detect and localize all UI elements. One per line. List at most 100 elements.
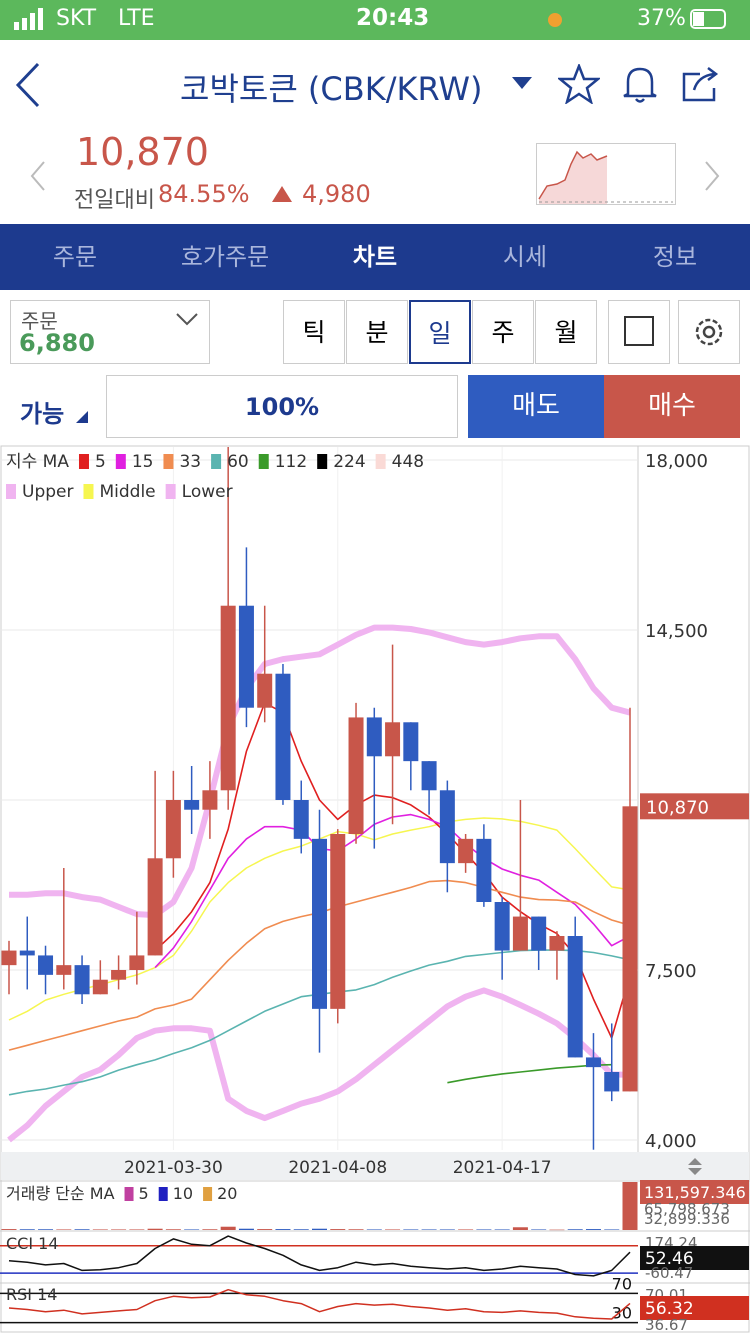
interval-button[interactable]: 월 bbox=[535, 300, 597, 364]
tab[interactable]: 정보 bbox=[652, 243, 698, 271]
legend-swatch bbox=[165, 484, 176, 499]
star-icon[interactable] bbox=[556, 62, 602, 108]
volume-bar bbox=[184, 1229, 200, 1230]
candle-body bbox=[585, 1057, 601, 1068]
volume-bar bbox=[257, 1229, 273, 1230]
candle-body bbox=[494, 902, 510, 951]
order-value: 6,880 bbox=[19, 329, 95, 357]
tab-active[interactable]: 차트 bbox=[352, 243, 398, 271]
change-rate: 84.55% bbox=[158, 180, 250, 208]
next-arrow[interactable] bbox=[702, 160, 722, 196]
signal-icon bbox=[14, 8, 48, 30]
volume-bar bbox=[74, 1229, 90, 1230]
back-button[interactable] bbox=[12, 60, 42, 121]
panel-title: CCI 14 bbox=[6, 1234, 59, 1253]
volume-bar bbox=[458, 1229, 474, 1230]
interval-button[interactable]: 주 bbox=[472, 300, 534, 364]
legend-title: 지수 MA bbox=[6, 452, 69, 472]
interval-button[interactable]: 틱 bbox=[283, 300, 345, 364]
candle-body bbox=[165, 800, 181, 859]
volume-bar bbox=[567, 1229, 583, 1230]
battery-icon bbox=[690, 9, 726, 29]
price-tag-label: 10,870 bbox=[646, 797, 709, 818]
legend-label: 20 bbox=[217, 1184, 237, 1203]
value-label: 56.32 bbox=[645, 1299, 694, 1319]
legend-swatch bbox=[78, 454, 89, 469]
bell-icon[interactable] bbox=[620, 64, 660, 108]
tab-bar bbox=[0, 224, 750, 290]
tab[interactable]: 호가주문 bbox=[180, 243, 270, 271]
value-tag bbox=[640, 1180, 749, 1204]
change-label: 전일대비 bbox=[74, 188, 155, 213]
x-tick-label: 2021-04-08 bbox=[288, 1158, 387, 1178]
ma-line bbox=[447, 1063, 612, 1084]
chart-frame bbox=[0, 445, 750, 1333]
candle-body bbox=[202, 790, 218, 810]
candle-body bbox=[531, 916, 547, 951]
candle-body bbox=[348, 717, 364, 834]
legend-label: 5 bbox=[95, 452, 106, 472]
value-tag bbox=[640, 1296, 749, 1320]
volume-bar bbox=[531, 1229, 547, 1230]
band-line bbox=[7, 987, 631, 1143]
candle-body bbox=[129, 955, 145, 970]
legend-label: Middle bbox=[99, 482, 155, 502]
volume-bar bbox=[421, 1229, 437, 1230]
legend-swatch bbox=[258, 454, 269, 469]
network: LTE bbox=[118, 6, 155, 31]
candle-body bbox=[403, 722, 419, 762]
price: 10,870 bbox=[76, 130, 209, 174]
legend-swatch bbox=[203, 1187, 213, 1201]
square-button[interactable] bbox=[608, 300, 670, 364]
y-tick-label: 18,000 bbox=[645, 451, 708, 472]
volume-bar bbox=[165, 1229, 181, 1230]
interval-button-active[interactable]: 일 bbox=[409, 300, 471, 364]
legend-label: 60 bbox=[227, 452, 249, 472]
title[interactable]: 코박토큰 (CBK/KRW) bbox=[180, 70, 483, 108]
candle-body bbox=[385, 722, 401, 757]
available-label[interactable]: 가능 bbox=[20, 400, 65, 428]
volume-bar bbox=[202, 1229, 218, 1230]
legend-label: 5 bbox=[139, 1184, 149, 1203]
candle-body bbox=[293, 800, 309, 839]
volume-bar bbox=[348, 1229, 364, 1230]
change-amount: 4,980 bbox=[302, 180, 371, 208]
order-box[interactable]: 주문 6,880 bbox=[10, 300, 210, 364]
prev-arrow[interactable] bbox=[28, 160, 48, 196]
volume-bar bbox=[111, 1229, 127, 1230]
legend-label: 10 bbox=[173, 1184, 193, 1203]
settings-button[interactable] bbox=[678, 300, 740, 364]
mini-chart bbox=[536, 143, 676, 205]
candle-body bbox=[19, 950, 35, 956]
interval-button[interactable]: 분 bbox=[346, 300, 408, 364]
legend-label: 448 bbox=[392, 452, 424, 472]
x-tick-label: 2021-03-30 bbox=[124, 1158, 223, 1178]
legend-label: 224 bbox=[333, 452, 365, 472]
dropdown-icon[interactable] bbox=[512, 76, 532, 95]
tab[interactable]: 시세 bbox=[502, 243, 548, 271]
candle-body bbox=[147, 858, 163, 956]
panel-title: RSI 14 bbox=[6, 1285, 57, 1304]
candle-body bbox=[476, 838, 492, 902]
ratio-box[interactable]: 100% bbox=[106, 375, 458, 438]
volume-bar bbox=[275, 1229, 291, 1230]
value-tag bbox=[640, 1246, 749, 1270]
rsi-line bbox=[8, 1288, 631, 1320]
candle-body bbox=[238, 605, 254, 708]
candle-body bbox=[622, 806, 638, 1092]
candle-body bbox=[512, 916, 528, 951]
share-icon[interactable] bbox=[680, 64, 720, 108]
volume-bar bbox=[385, 1229, 401, 1230]
tab[interactable]: 주문 bbox=[52, 243, 98, 271]
level-label: 70 bbox=[612, 1274, 632, 1293]
x-tick-label: 2021-04-17 bbox=[453, 1158, 552, 1178]
y-tick-label: 7,500 bbox=[645, 961, 697, 982]
sell-button[interactable]: 매도 bbox=[468, 375, 604, 438]
candle-body bbox=[439, 790, 455, 864]
volume-bar bbox=[549, 1229, 565, 1231]
candle-body bbox=[421, 761, 437, 791]
buy-button[interactable]: 매수 bbox=[604, 375, 740, 438]
candle-body bbox=[184, 800, 200, 810]
value-label: 36.67 bbox=[645, 1316, 688, 1334]
